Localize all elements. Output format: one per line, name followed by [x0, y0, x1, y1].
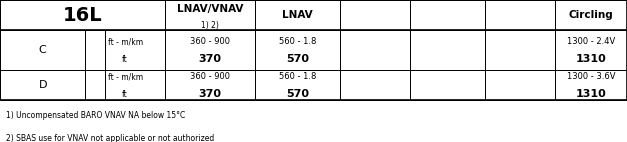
Bar	[0, 70, 85, 100]
Text: 1) 2): 1) 2)	[201, 21, 219, 30]
Text: D: D	[38, 80, 47, 90]
Bar	[0, 0, 627, 100]
Bar	[555, 70, 627, 100]
Bar	[485, 30, 555, 70]
Bar	[85, 30, 105, 70]
Bar	[255, 30, 340, 70]
Bar	[340, 70, 410, 100]
Text: 360 - 900: 360 - 900	[190, 36, 230, 46]
Bar	[410, 0, 485, 30]
Text: ft - m/km: ft - m/km	[107, 38, 143, 47]
Text: 560 - 1.8: 560 - 1.8	[279, 36, 316, 46]
Bar	[255, 0, 340, 30]
Text: ft: ft	[122, 90, 128, 99]
Bar	[165, 70, 255, 100]
Text: 370: 370	[199, 89, 221, 99]
Bar	[555, 30, 627, 70]
Text: 2) SBAS use for VNAV not applicable or not authorized: 2) SBAS use for VNAV not applicable or n…	[6, 134, 214, 142]
Text: 1300 - 2.4V: 1300 - 2.4V	[567, 36, 615, 46]
Text: 1) Uncompensated BARO VNAV NA below 15°C: 1) Uncompensated BARO VNAV NA below 15°C	[6, 111, 186, 120]
Bar	[410, 30, 485, 70]
Text: ft: ft	[122, 55, 128, 64]
Bar	[255, 70, 340, 100]
Bar	[410, 70, 485, 100]
Text: 1310: 1310	[576, 54, 606, 64]
Bar	[485, 70, 555, 100]
Text: 360 - 900: 360 - 900	[190, 72, 230, 81]
Text: 1310: 1310	[576, 89, 606, 99]
Bar	[340, 30, 410, 70]
Text: 570: 570	[286, 54, 309, 64]
Bar	[555, 0, 627, 30]
Text: Circling: Circling	[569, 10, 613, 20]
Bar	[105, 30, 165, 70]
Text: C: C	[39, 45, 46, 55]
Text: 1300 - 3.6V: 1300 - 3.6V	[567, 72, 615, 81]
Bar	[485, 0, 555, 30]
Text: LNAV: LNAV	[282, 10, 313, 20]
Bar	[85, 70, 105, 100]
Text: ft - m/km: ft - m/km	[107, 73, 143, 82]
Text: 370: 370	[199, 54, 221, 64]
Bar	[165, 0, 255, 30]
Text: 16L: 16L	[63, 6, 102, 25]
Bar	[85, 30, 165, 70]
Bar	[0, 0, 165, 30]
Text: 560 - 1.8: 560 - 1.8	[279, 72, 316, 81]
Bar	[340, 0, 410, 30]
Bar	[105, 70, 165, 100]
Text: LNAV/VNAV: LNAV/VNAV	[177, 4, 243, 14]
Text: 570: 570	[286, 89, 309, 99]
Bar	[165, 30, 255, 70]
Bar	[0, 30, 85, 70]
